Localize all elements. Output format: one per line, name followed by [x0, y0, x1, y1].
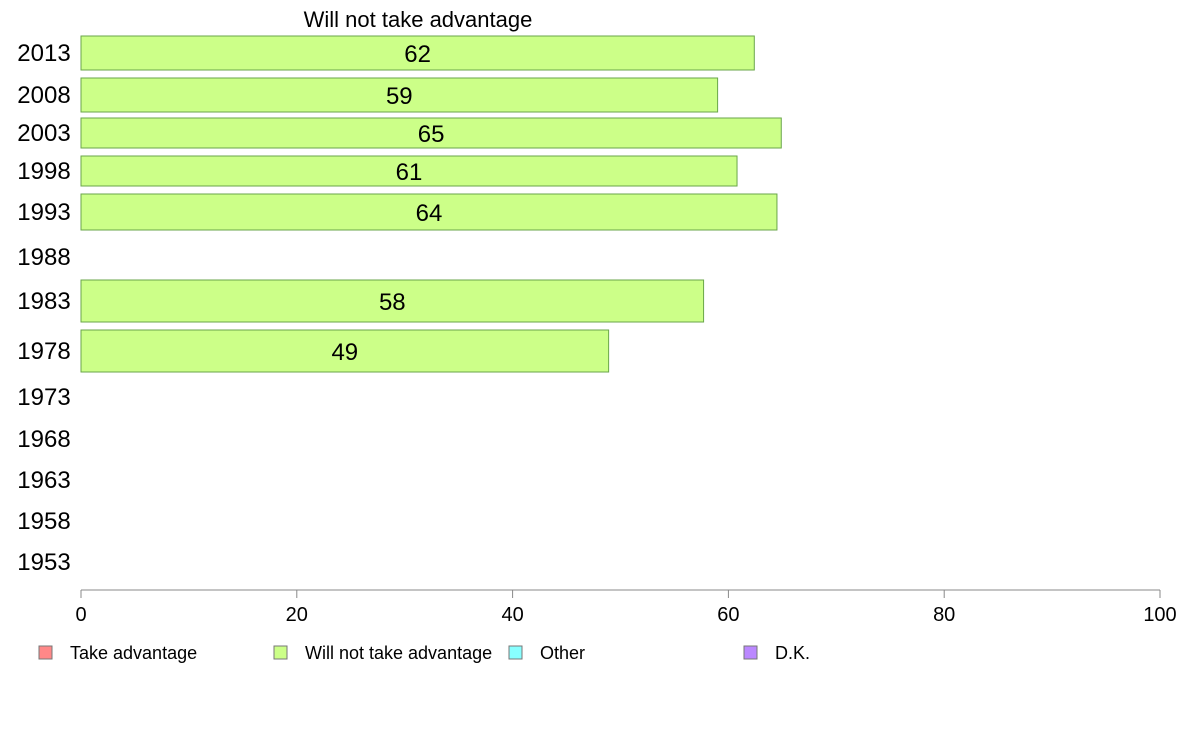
category-label: 1958 — [17, 508, 70, 535]
category-label: 1973 — [17, 384, 70, 411]
bar — [80, 35, 755, 71]
bar — [80, 329, 610, 373]
data-label: 64 — [416, 200, 443, 227]
category-label: 2008 — [17, 82, 70, 109]
x-tick-label: 80 — [933, 604, 955, 626]
legend-label: Other — [540, 643, 585, 663]
category-labels: 2013 2008 2003 1998 1993 1988 1983 1978 1973 1968… — [17, 40, 70, 576]
category-label: 1963 — [17, 467, 70, 494]
legend-label: D.K. — [775, 643, 810, 663]
legend-swatch — [508, 645, 523, 660]
data-label: 49 — [331, 339, 358, 366]
legend-item: Take advantage — [38, 643, 197, 663]
legend-label: Will not take advantage — [305, 643, 492, 663]
category-label: 2003 — [17, 120, 70, 147]
category-label: 1993 — [17, 199, 70, 226]
legend-swatch — [273, 645, 288, 660]
x-axis: 0 20 40 60 80 100 — [75, 589, 1177, 626]
legend-swatch — [743, 645, 758, 660]
category-label: 2013 — [17, 40, 70, 67]
x-tick-label: 40 — [501, 604, 523, 626]
x-tick-label: 60 — [717, 604, 739, 626]
legend-item: Will not take advantage — [273, 643, 492, 663]
data-label: 62 — [404, 41, 431, 68]
legend-label: Take advantage — [70, 643, 197, 663]
x-tick-label: 0 — [75, 604, 86, 626]
category-label: 1998 — [17, 158, 70, 185]
legend: Take advantage Will not take advantage Oth… — [38, 643, 810, 663]
data-label: 65 — [418, 121, 445, 148]
x-tick-label: 20 — [286, 604, 308, 626]
chart-title: Will not take advantage — [304, 7, 533, 32]
category-label: 1978 — [17, 338, 70, 365]
category-label: 1983 — [17, 288, 70, 315]
legend-swatch — [38, 645, 53, 660]
category-label: 1968 — [17, 426, 70, 453]
bar — [80, 117, 782, 149]
bar — [80, 155, 738, 187]
bar — [80, 77, 719, 113]
bar — [80, 193, 778, 231]
data-label: 59 — [386, 83, 413, 110]
legend-item: D.K. — [743, 643, 810, 663]
bar — [80, 279, 705, 323]
category-label: 1953 — [17, 549, 70, 576]
x-tick-label: 100 — [1143, 604, 1176, 626]
data-label: 58 — [379, 289, 406, 316]
legend-item: Other — [508, 643, 585, 663]
category-label: 1988 — [17, 244, 70, 271]
data-label: 61 — [396, 159, 423, 186]
